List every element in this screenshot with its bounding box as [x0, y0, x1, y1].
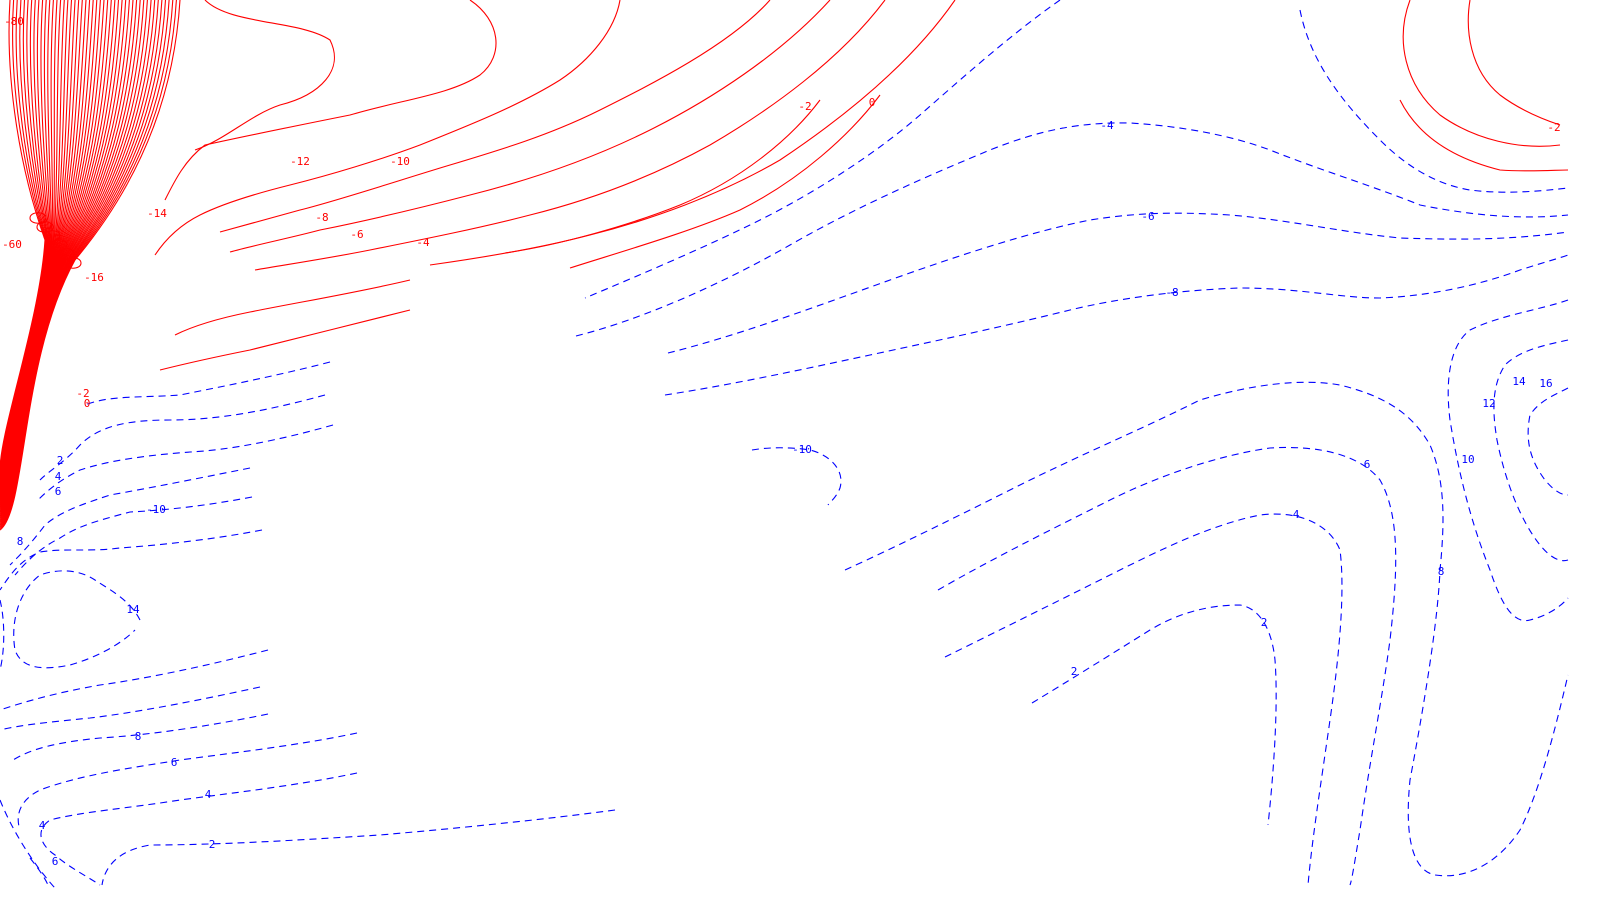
- positive-contour-line: [84, 361, 331, 406]
- negative-contour-line: [229, 0, 831, 253]
- negative-level-label: -10: [390, 155, 410, 168]
- positive-level-label: 8: [1438, 565, 1445, 578]
- negative-level-label: -16: [84, 271, 104, 284]
- positive-contour-line: [0, 686, 261, 731]
- positive-level-label: 4: [1293, 508, 1300, 521]
- positive-contour-line: [101, 809, 616, 886]
- negative-contour-line: [429, 0, 956, 266]
- positive-level-label: -10: [792, 443, 812, 456]
- negative-contour-line: [164, 0, 497, 201]
- negative-contour-line: [1467, 0, 1561, 126]
- positive-contour-line: [944, 513, 1343, 886]
- negative-contour-line: [0, 0, 174, 528]
- positive-level-label: 14: [126, 603, 140, 616]
- positive-contour-line: [17, 732, 358, 831]
- positive-level-label: 8: [135, 730, 142, 743]
- positive-contour-line: [575, 122, 1569, 337]
- negative-contour-loop: [29, 212, 47, 224]
- positive-contour-line: [9, 713, 269, 763]
- negative-contour-line: [1402, 0, 1561, 147]
- positive-contour-line: [40, 772, 358, 886]
- negative-level-label: -2: [76, 387, 89, 400]
- positive-level-label: 6: [171, 756, 178, 769]
- positive-contour-line: [29, 857, 49, 886]
- negative-level-label: -8: [315, 211, 328, 224]
- negative-level-label: -2: [798, 100, 811, 113]
- positive-contour-line: [1493, 339, 1569, 562]
- negative-level-label: -6: [350, 228, 363, 241]
- positive-level-label: 4: [39, 819, 46, 832]
- negative-contour-line: [1399, 99, 1569, 172]
- negative-contour-line: [504, 99, 821, 254]
- positive-level-label: -10: [146, 503, 166, 516]
- positive-level-label: 2: [57, 454, 64, 467]
- negative-contour-line: [219, 0, 771, 233]
- positive-contour-line: [1031, 604, 1277, 826]
- negative-level-label: -60: [2, 238, 22, 251]
- negative-level-label: -4: [416, 236, 430, 249]
- positive-contour-line: [39, 394, 326, 481]
- positive-contour-line: [0, 529, 263, 591]
- positive-contour-line: [13, 570, 141, 669]
- positive-level-label: 10: [1461, 453, 1474, 466]
- positive-level-label: 14: [1512, 375, 1526, 388]
- negative-level-label: -14: [147, 207, 167, 220]
- negative-contour-loop: [36, 221, 54, 233]
- positive-contour-line: [1447, 299, 1569, 622]
- positive-level-label: 4: [205, 788, 212, 801]
- negative-contour-loop: [64, 257, 82, 269]
- positive-contour-line: [1527, 387, 1569, 496]
- negative-contour-line: [254, 0, 886, 271]
- positive-contour-line: [0, 649, 269, 711]
- positive-contour-line: [584, 0, 1061, 299]
- positive-contour-line: [937, 446, 1397, 886]
- positive-level-label: -6: [1141, 210, 1154, 223]
- negative-contour-loop: [43, 230, 61, 242]
- negative-contour-line: [0, 0, 50, 478]
- negative-contour-line: [154, 0, 621, 256]
- negative-contour-loop: [50, 239, 68, 251]
- positive-contour-line: [664, 254, 1569, 396]
- positive-level-label: 6: [52, 855, 59, 868]
- positive-contour-line: [0, 799, 56, 889]
- positive-level-label: 2: [209, 838, 216, 851]
- negative-contour-line: [0, 0, 51, 481]
- positive-contour-line: [751, 447, 842, 506]
- negative-contour-line: [159, 309, 411, 371]
- positive-contour-line: [667, 212, 1569, 354]
- positive-level-label: 12: [1482, 397, 1495, 410]
- positive-contour-line: [0, 599, 5, 671]
- positive-contour-line: [37, 424, 334, 501]
- positive-level-label: -4: [1100, 119, 1114, 132]
- positive-level-label: 8: [17, 535, 24, 548]
- negative-level-label: -12: [290, 155, 310, 168]
- negative-level-label: -2: [1547, 121, 1560, 134]
- negative-contour-loop: [57, 248, 75, 260]
- negative-contour-line: [174, 279, 411, 336]
- negative-contour-line: [0, 0, 48, 474]
- positive-level-label: 6: [55, 485, 62, 498]
- contour-labels: -80-60-16-14-12 -10-8-6-4-2 0-20-2-4-6-8-1…: [2, 15, 1561, 868]
- positive-contour-line: [9, 467, 251, 566]
- positive-level-label: 16: [1539, 377, 1552, 390]
- negative-contour-line: [194, 0, 335, 151]
- positive-level-label: -8: [1165, 286, 1178, 299]
- negative-contour-line: [0, 0, 181, 531]
- positive-contour-line: [1299, 9, 1569, 193]
- negative-contour-line: [0, 0, 51, 479]
- positive-contour-line: [844, 381, 1569, 877]
- positive-level-label: 4: [55, 470, 62, 483]
- positive-level-label: 6: [1364, 458, 1371, 471]
- negative-contours: [0, 0, 1569, 531]
- negative-contour-line: [569, 94, 881, 269]
- negative-level-label: 0: [84, 397, 91, 410]
- negative-level-label: 0: [869, 96, 876, 109]
- positive-level-label: 2: [1261, 616, 1268, 629]
- negative-level-label: -80: [4, 15, 24, 28]
- positive-level-label: 2: [1071, 665, 1078, 678]
- positive-contour-line: [14, 496, 253, 576]
- positive-contours: [0, 0, 1569, 889]
